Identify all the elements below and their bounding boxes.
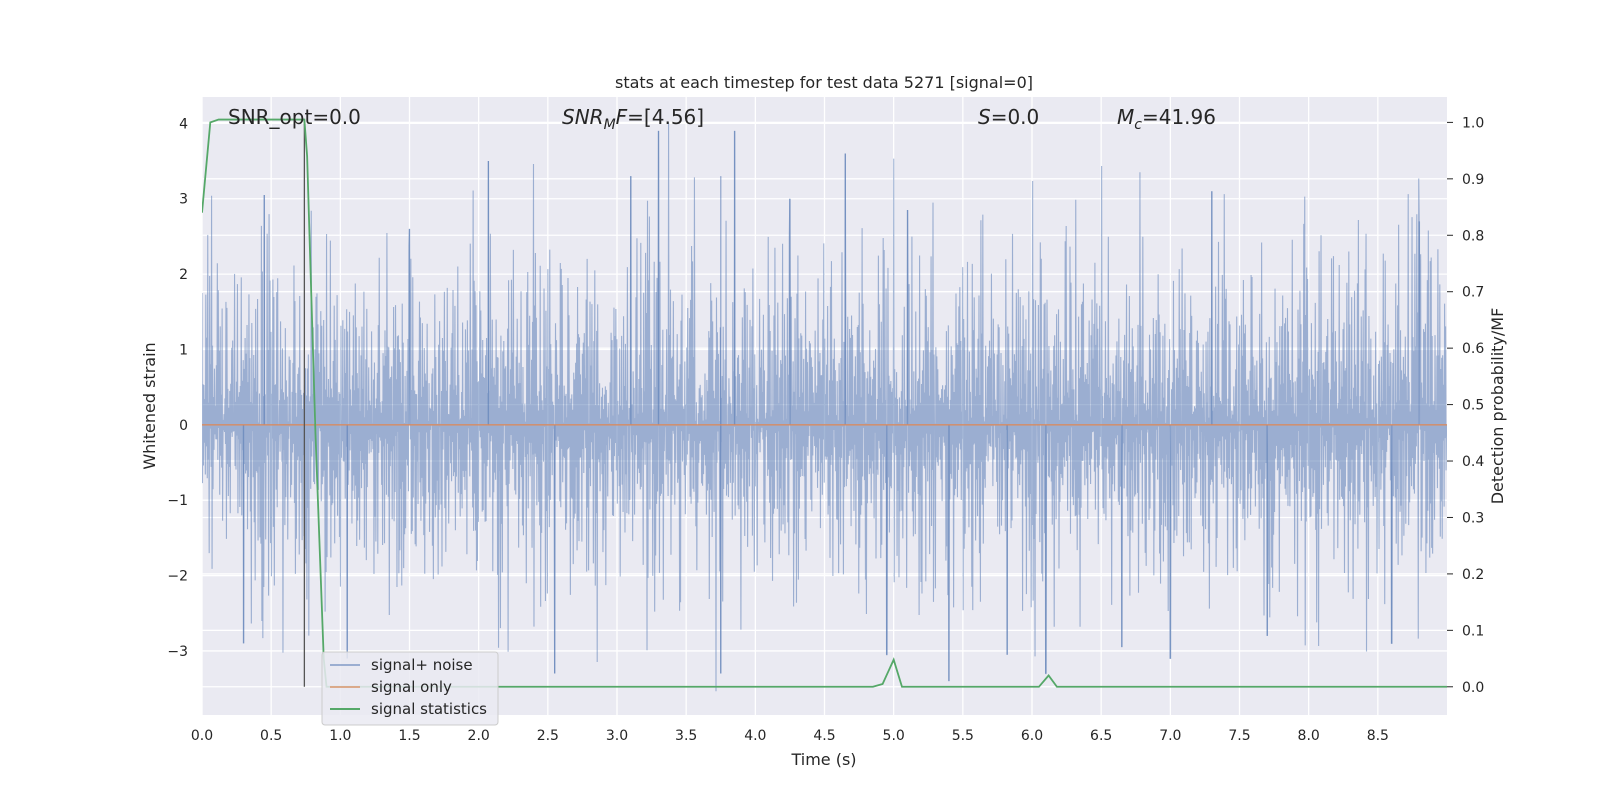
y-axis-right: 0.0 0.1 0.2 0.3 0.4 0.5 0.6 0.7 0.8 0.9 1.0 [1447, 115, 1484, 696]
y-right-tick-label: 0.7 [1462, 285, 1484, 301]
annotation-s-tail: =0.0 [991, 105, 1040, 129]
y-left-tick-label: 2 [179, 267, 188, 283]
x-tick-label: 3.5 [675, 728, 697, 744]
annotation-snr-mf: SNRMF=[4.56] [562, 105, 704, 133]
y-axis-left: −3 −2 −1 0 1 2 3 4 [167, 116, 188, 660]
x-axis-label: Time (s) [790, 750, 856, 769]
x-tick-label: 5.5 [952, 728, 974, 744]
x-tick-label: 7.5 [1228, 728, 1250, 744]
y-left-tick-label: 3 [179, 192, 188, 208]
x-tick-label: 7.0 [1159, 728, 1181, 744]
annotation-snr-opt: SNR_opt=0.0 [228, 105, 361, 129]
y-left-tick-label: −3 [167, 644, 188, 660]
x-tick-label: 5.0 [883, 728, 905, 744]
annotation-snr-mf-tail: =[4.56] [627, 105, 704, 129]
y-right-tick-label: 0.4 [1462, 454, 1484, 470]
annotation-snr-mf-base: SNR [562, 105, 604, 129]
annotation-s-base: S [978, 105, 991, 129]
x-tick-label: 8.5 [1367, 728, 1389, 744]
y-right-tick-label: 0.9 [1462, 172, 1484, 188]
series-signal-statistics [202, 118, 1447, 688]
x-tick-label: 0.0 [191, 728, 213, 744]
x-tick-label: 3.0 [606, 728, 628, 744]
y-right-tick-label: 0.1 [1462, 623, 1484, 639]
statistics-line [202, 118, 1447, 688]
y-right-tick-label: 0.8 [1462, 228, 1484, 244]
annotation-mc-base: M [1117, 105, 1134, 129]
x-tick-label: 1.0 [329, 728, 351, 744]
y-right-tick-label: 0.2 [1462, 567, 1484, 583]
y-left-tick-label: 4 [179, 116, 188, 132]
legend: signal+ noise signal only signal statist… [321, 651, 499, 726]
x-tick-label: 8.0 [1298, 728, 1320, 744]
y-right-tick-label: 0.5 [1462, 398, 1484, 414]
y-left-tick-label: 1 [179, 342, 188, 358]
annotation-mc-tail: =41.96 [1142, 105, 1216, 129]
annotation-mc: Mc=41.96 [1117, 105, 1216, 133]
x-tick-label: 6.5 [1090, 728, 1112, 744]
y-left-tick-label: −1 [167, 493, 188, 509]
annotation-snr-mf-tail-italic: F [616, 105, 628, 129]
annotations: SNR_opt=0.0 SNRMF=[4.56] S=0.0 Mc=41.96 [228, 105, 1216, 133]
y-right-tick-label: 0.0 [1462, 680, 1484, 696]
legend-label-signal-only: signal only [371, 678, 452, 696]
y-left-tick-label: −2 [167, 569, 188, 585]
legend-box [321, 651, 499, 726]
x-tick-label: 4.0 [744, 728, 766, 744]
annotation-mc-sub: c [1134, 117, 1142, 133]
y-right-tick-label: 0.3 [1462, 510, 1484, 526]
y-axis-right-label: Detection probability/MF [1488, 308, 1507, 505]
chart-title: stats at each timestep for test data 527… [615, 73, 1033, 92]
x-axis: 0.0 0.5 1.0 1.5 2.0 2.5 3.0 3.5 4.0 4.5 5.0 5.5 6.0 6… [191, 728, 1389, 744]
legend-label-signal-statistics: signal statistics [371, 700, 487, 718]
x-tick-label: 2.0 [468, 728, 490, 744]
y-axis-left-label: Whitened strain [140, 342, 159, 469]
x-tick-label: 1.5 [398, 728, 420, 744]
legend-label-signal-noise: signal+ noise [371, 656, 473, 674]
series-signal-noise [202, 122, 1447, 692]
y-left-tick-label: 0 [179, 418, 188, 434]
annotation-snr-mf-sub: M [604, 117, 616, 133]
x-tick-label: 0.5 [260, 728, 282, 744]
y-right-tick-label: 1.0 [1462, 115, 1484, 131]
y-right-tick-label: 0.6 [1462, 341, 1484, 357]
annotation-s: S=0.0 [978, 105, 1039, 129]
x-tick-label: 4.5 [813, 728, 835, 744]
x-tick-label: 2.5 [537, 728, 559, 744]
x-tick-label: 6.0 [1021, 728, 1043, 744]
